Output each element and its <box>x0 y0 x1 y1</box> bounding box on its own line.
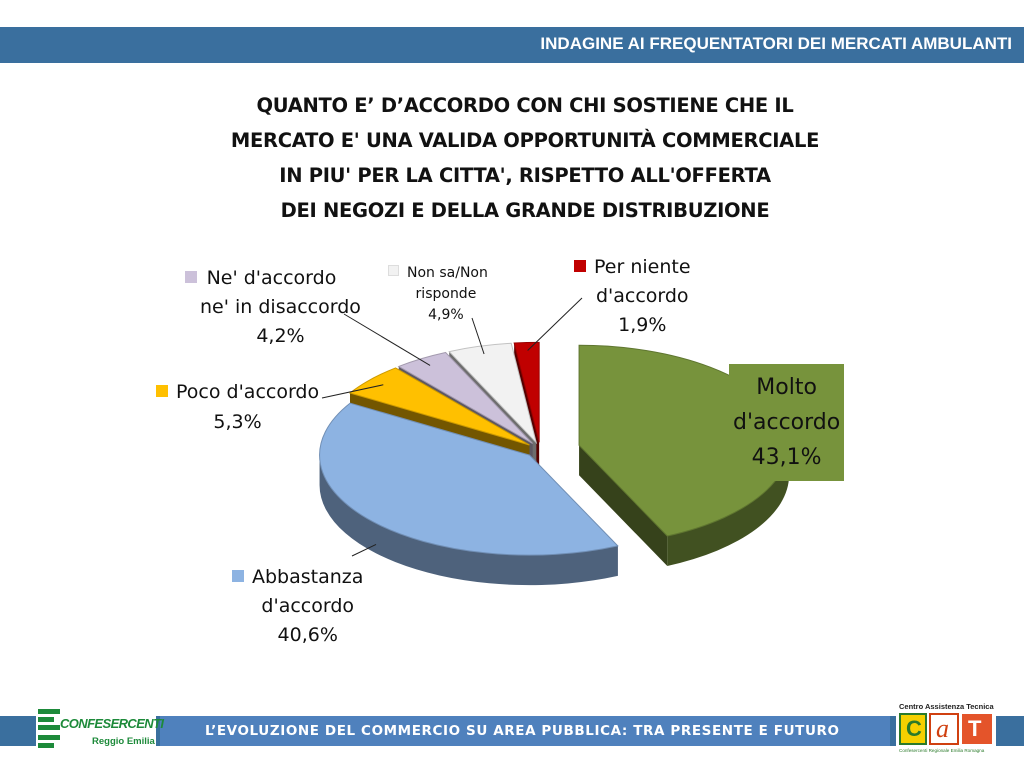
label-nonsa-line1: Non sa/Non <box>407 265 488 281</box>
label-poco-value: 5,3% <box>213 411 262 433</box>
footer-bar: L’EVOLUZIONE DEL COMMERCIO SU AREA PUBBL… <box>0 716 1024 746</box>
label-molto-line1: Molto <box>756 375 817 400</box>
footer-stripe <box>160 716 890 746</box>
pie-edge-molto-1 <box>579 445 668 567</box>
legend-swatch-ne <box>184 271 197 283</box>
label-abb-value: 40,6% <box>277 624 338 646</box>
pie-slice-abbastanza <box>319 402 619 556</box>
label-per-niente: Per niente d'accordo 1,9% <box>574 253 691 340</box>
label-perniente-value: 1,9% <box>618 314 667 336</box>
chart-title-line: QUANTO E’ D’ACCORDO CON CHI SOSTIENE CHE… <box>256 94 794 117</box>
label-molto-line2: d'accordo <box>733 410 841 435</box>
chart-title-line: IN PIU' PER LA CITTA', RISPETTO ALL'OFFE… <box>279 164 771 187</box>
pie-side-molto <box>667 445 790 567</box>
label-nonsa-line2: risponde <box>415 286 477 302</box>
legend-swatch-molto <box>707 374 719 386</box>
footer-text: L’EVOLUZIONE DEL COMMERCIO SU AREA PUBBL… <box>205 723 840 739</box>
pie-slice-ne <box>397 351 533 444</box>
label-nonsa-value: 4,9% <box>428 307 464 323</box>
logo-right-letter-a: a <box>936 714 949 743</box>
label-ne-line1: Ne' d'accordo <box>206 267 337 289</box>
label-non-sa: Non sa/Non risponde 4,9% <box>388 263 488 326</box>
header-bar: INDAGINE AI FREQUENTATORI DEI MERCATI AM… <box>0 27 1024 63</box>
leader-line-nonsa <box>471 317 485 355</box>
logo-right-title: Centro Assistenza Tecnica <box>899 702 994 711</box>
logo-left-name: CONFESERCENTI <box>60 716 164 731</box>
label-abb-line1: Abbastanza <box>252 566 364 588</box>
cat-logo: Centro Assistenza Tecnica C a T Confeser… <box>896 700 996 760</box>
legend-swatch-abbastanza <box>232 570 244 582</box>
label-poco-line1: Poco d'accordo <box>176 381 320 403</box>
logo-right-subtitle: Confesercenti Regionale Emilia Romagna <box>899 748 985 753</box>
label-perniente-line1: Per niente <box>594 256 691 278</box>
pie-slice-poco <box>348 367 530 446</box>
confesercenti-logo: CONFESERCENTI Reggio Emilia <box>36 703 164 755</box>
label-abbastanza: Abbastanza d'accordo 40,6% <box>232 563 363 650</box>
pie-side-abbastanza <box>319 455 618 586</box>
label-poco: Poco d'accordo 5,3% <box>156 377 319 437</box>
label-ne-daccordo: Ne' d'accordo ne' in disaccordo 4,2% <box>160 264 361 351</box>
legend-swatch-perniente <box>574 260 586 272</box>
label-ne-line2: ne' in disaccordo <box>200 296 361 318</box>
label-abb-line2: d'accordo <box>261 595 355 617</box>
chart-title: QUANTO E’ D’ACCORDO CON CHI SOSTIENE CHE… <box>150 88 900 228</box>
chart-title-line: DEI NEGOZI E DELLA GRANDE DISTRIBUZIONE <box>280 199 770 222</box>
legend-swatch-poco <box>156 385 168 397</box>
logo-left-city: Reggio Emilia <box>92 736 155 747</box>
label-molto: Molto d'accordo 43,1% <box>707 364 845 481</box>
pie-slice-nonsa <box>448 342 538 445</box>
legend-swatch-nonsa <box>388 265 399 276</box>
logo-right-letter-c: C <box>906 716 922 741</box>
leader-line-abbastanza <box>351 543 377 557</box>
label-ne-value: 4,2% <box>256 325 305 347</box>
label-perniente-line2: d'accordo <box>595 285 689 307</box>
chart-title-line: MERCATO E' UNA VALIDA OPPORTUNITÀ COMMER… <box>230 129 820 152</box>
leader-line-ne <box>343 313 431 366</box>
leader-line-poco <box>321 384 384 399</box>
leader-line-perniente <box>527 297 583 351</box>
logo-right-letter-t: T <box>968 716 982 741</box>
label-molto-value: 43,1% <box>751 445 822 470</box>
survey-title: INDAGINE AI FREQUENTATORI DEI MERCATI AM… <box>540 34 1012 53</box>
label-molto-box: Molto d'accordo 43,1% <box>729 364 845 481</box>
pie-slice-perniente <box>513 341 540 443</box>
